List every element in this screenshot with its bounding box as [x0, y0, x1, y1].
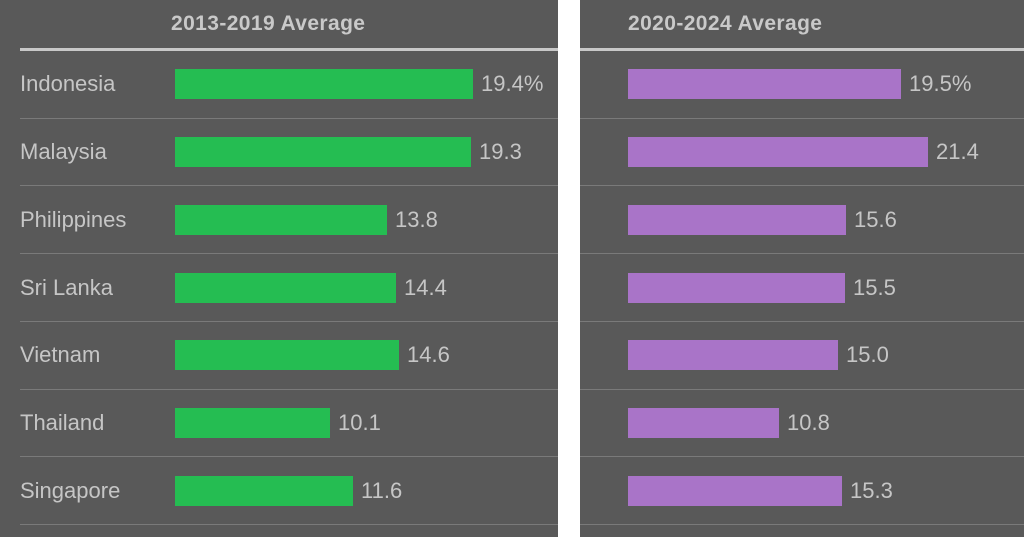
bar-row: Sri Lanka 14.4 — [20, 254, 558, 322]
value-bar — [628, 340, 838, 371]
value-label: 15.6 — [854, 206, 897, 232]
bar-plot-area: 11.6 — [175, 475, 558, 506]
bar-row: 19.5% — [580, 51, 1024, 119]
value-bar — [175, 340, 399, 371]
bar-row: 10.8 — [580, 390, 1024, 458]
value-bar — [628, 137, 928, 168]
category-label: Malaysia — [20, 139, 107, 165]
header-rule — [20, 48, 558, 51]
value-bar — [628, 272, 845, 303]
value-label: 14.6 — [407, 342, 450, 368]
value-label: 15.3 — [850, 477, 893, 503]
category-label: Singapore — [20, 477, 121, 503]
value-label: 19.4% — [481, 71, 544, 97]
bar-plot-area: 10.8 — [628, 407, 1024, 438]
bar-plot-area: 15.0 — [628, 340, 1024, 371]
category-label: Indonesia — [20, 71, 116, 97]
value-label: 11.6 — [361, 477, 403, 503]
bar-row: Vietnam 14.6 — [20, 322, 558, 390]
bar-plot-area: 21.4 — [628, 137, 1024, 168]
category-label: Vietnam — [20, 342, 101, 368]
value-bar — [175, 69, 473, 100]
value-label: 13.8 — [395, 206, 438, 232]
panel-header: 2013-2019 Average — [0, 0, 558, 48]
value-bar — [175, 407, 330, 438]
bar-row: Thailand 10.1 — [20, 390, 558, 458]
bar-row: 21.4 — [580, 119, 1024, 187]
bar-row: 15.0 — [580, 322, 1024, 390]
panel-divider — [558, 0, 580, 537]
value-bar — [628, 475, 842, 506]
panel-title: 2020-2024 Average — [628, 12, 823, 35]
value-bar — [175, 137, 471, 168]
bar-plot-area: 14.4 — [175, 272, 558, 303]
bar-plot-area: 14.6 — [175, 340, 558, 371]
bar-plot-area: 15.5 — [628, 272, 1024, 303]
bar-row: Malaysia 19.3 — [20, 119, 558, 187]
bar-plot-area: 19.3 — [175, 137, 558, 168]
value-label: 19.3 — [479, 139, 522, 165]
bar-plot-area: 13.8 — [175, 204, 558, 235]
bar-plot-area: 19.5% — [628, 69, 1024, 100]
panel-title: 2013-2019 Average — [171, 12, 366, 35]
bar-plot-area: 15.3 — [628, 475, 1024, 506]
value-label: 14.4 — [404, 274, 447, 300]
category-label: Thailand — [20, 409, 105, 435]
bar-row: Philippines 13.8 — [20, 186, 558, 255]
bar-row: Indonesia 19.4% — [20, 51, 558, 119]
panel-header: 2020-2024 Average — [580, 0, 1024, 48]
value-bar — [628, 407, 779, 438]
category-label: Philippines — [20, 206, 127, 232]
value-bar — [628, 204, 846, 235]
bar-plot-area: 19.4% — [175, 69, 558, 100]
value-label: 15.0 — [846, 342, 889, 368]
value-bar — [175, 475, 353, 506]
bar-plot-area: 10.1 — [175, 407, 558, 438]
bar-row: 15.6 — [580, 186, 1024, 255]
value-label: 10.8 — [787, 409, 830, 435]
bar-plot-area: 15.6 — [628, 204, 1024, 235]
header-rule — [580, 48, 1024, 51]
value-label: 19.5% — [909, 71, 972, 97]
panel-2020-2024-average: 2020-2024 Average 19.5% 21.4 15.6 15.5 15.0 1… — [580, 0, 1024, 537]
value-label: 15.5 — [853, 274, 896, 300]
bar-row: 15.5 — [580, 254, 1024, 322]
category-label: Sri Lanka — [20, 274, 113, 300]
value-label: 21.4 — [936, 139, 979, 165]
bar-row: 15.3 — [580, 457, 1024, 526]
value-label: 10.1 — [338, 409, 381, 435]
bar-rows-left: Indonesia 19.4% Malaysia 19.3 Philippines 13.… — [20, 51, 558, 526]
bar-row: Singapore 11.6 — [20, 457, 558, 526]
value-bar — [175, 272, 396, 303]
panel-2013-2019-average: 2013-2019 Average Indonesia 19.4% Malaysia… — [0, 0, 558, 526]
value-bar — [628, 69, 901, 100]
bar-rows-right: 19.5% 21.4 15.6 15.5 15.0 10.8 15.3 — [580, 51, 1024, 526]
value-bar — [175, 204, 387, 235]
